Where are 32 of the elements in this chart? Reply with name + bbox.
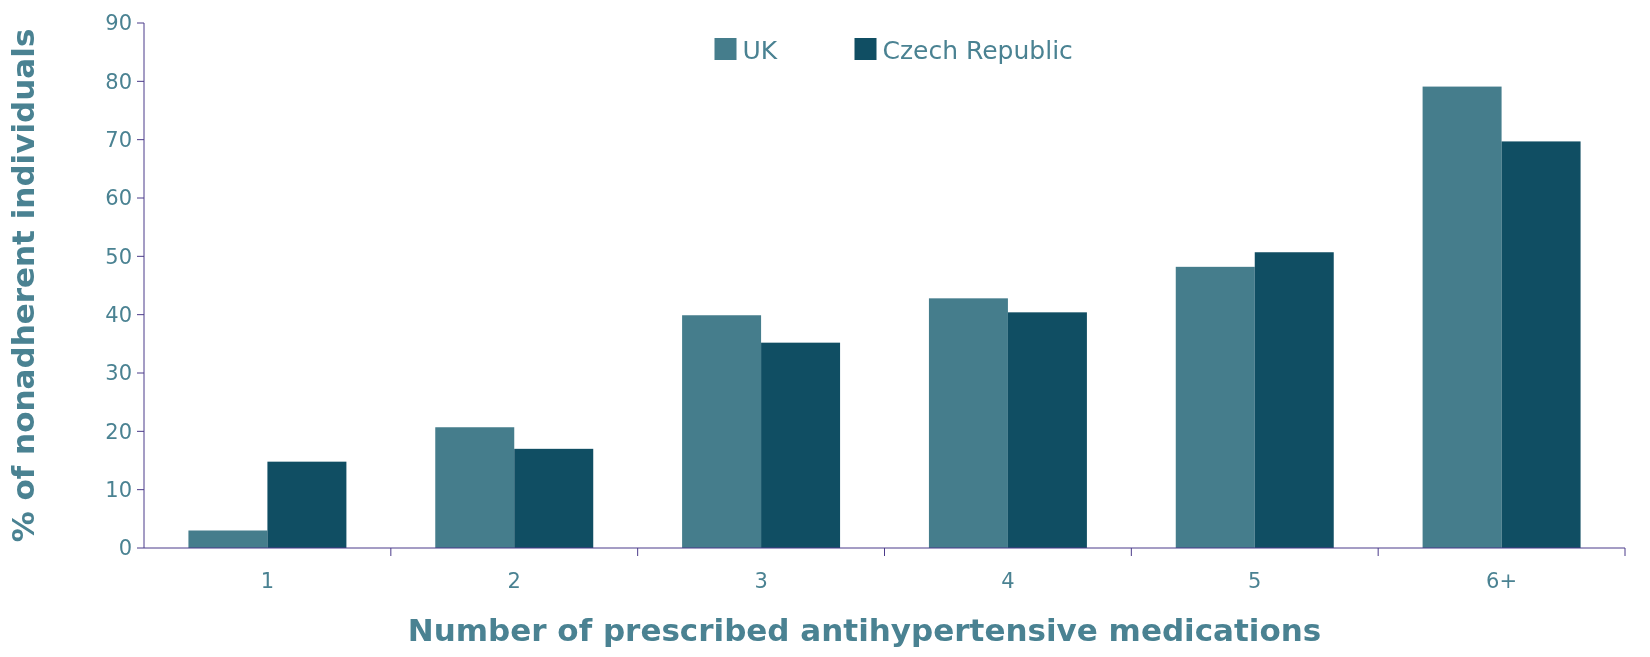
bar [514, 448, 594, 548]
bar [188, 530, 268, 548]
legend-label: UK [742, 35, 778, 65]
x-tick-label: 1 [260, 569, 275, 593]
bar [928, 298, 1008, 548]
bar [682, 315, 762, 548]
legend-label: Czech Republic [882, 35, 1073, 65]
y-tick-label: 50 [105, 244, 132, 269]
x-axis-title: Number of prescribed antihypertensive medications [407, 612, 1322, 648]
y-axis-title: % of nonadherent individuals [5, 28, 41, 543]
x-tick-label: 2 [507, 569, 521, 593]
x-tick-label: 3 [754, 569, 768, 593]
bar [267, 461, 347, 548]
bar [435, 427, 515, 548]
y-tick-label: 90 [105, 11, 132, 36]
bar [1175, 266, 1255, 548]
y-tick-label: 10 [105, 478, 132, 503]
x-tick-label: 5 [1248, 569, 1262, 593]
bar [1501, 141, 1581, 548]
y-tick-label: 70 [105, 128, 132, 153]
y-tick-label: 60 [105, 186, 132, 211]
y-tick-label: 30 [105, 361, 132, 386]
y-tick-label: 20 [105, 419, 132, 444]
y-tick-label: 40 [105, 303, 132, 328]
y-tick-label: 80 [105, 69, 132, 94]
bar [1007, 312, 1087, 548]
x-tick-label: 4 [1001, 569, 1015, 593]
y-tick-label: 0 [118, 536, 132, 561]
bar [761, 342, 841, 548]
x-tick-label: 6+ [1486, 569, 1518, 593]
bar [1422, 86, 1502, 548]
bar [1254, 252, 1334, 548]
